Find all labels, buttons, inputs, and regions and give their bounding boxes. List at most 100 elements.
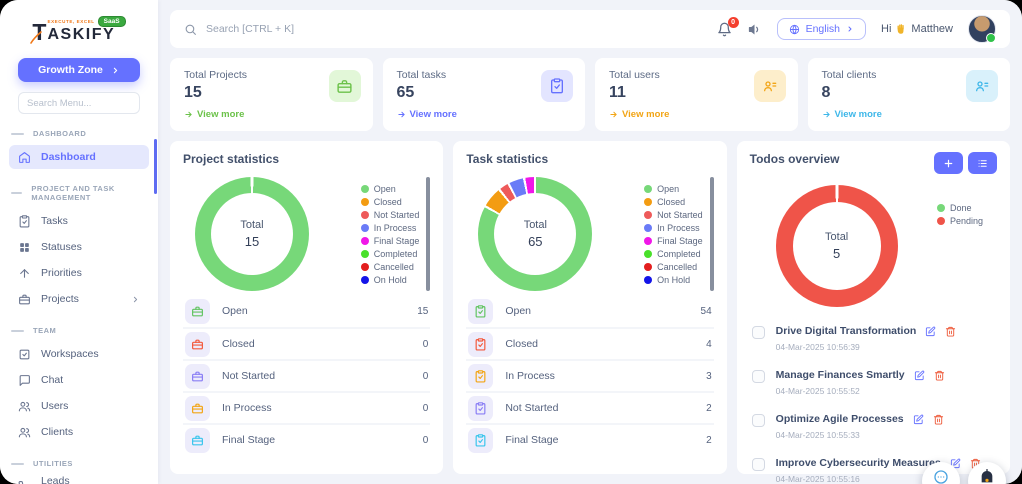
user-name: Matthew [911,23,953,35]
sidebar-item-users[interactable]: Users [9,394,149,418]
legend-item[interactable]: Final Stage [360,236,419,246]
edit-icon[interactable] [913,414,924,425]
todo-checkbox[interactable] [751,458,765,471]
trash-icon[interactable] [934,370,945,381]
legend-item[interactable]: Closed [360,196,420,207]
notifications-button[interactable]: 0 [717,16,739,37]
legend-scrollbar[interactable] [709,177,714,291]
edit-icon[interactable] [914,370,925,381]
todo-checkbox[interactable] [751,370,765,383]
project-donut-chart[interactable]: Total 15 [195,177,309,291]
sidebar-item-label: Chat [41,374,64,387]
view-more-link[interactable]: View more [184,109,359,120]
support-chat-button[interactable] [922,462,960,484]
sidebar-item-projects[interactable]: Projects [9,287,149,311]
avatar[interactable] [968,15,996,43]
briefcase-icon [185,298,210,324]
global-search-input[interactable] [206,23,717,35]
view-more-link[interactable]: View more [397,109,572,120]
sidebar-scrollbar[interactable] [154,139,157,194]
legend-dot [360,236,369,245]
chat-icon [19,374,30,386]
status-value: 0 [422,370,429,382]
status-value: 0 [422,338,429,350]
task-donut-chart[interactable]: Total 65 [478,177,593,291]
status-row: Final Stage 0 [183,423,431,455]
edit-icon[interactable] [925,326,936,337]
legend-item[interactable]: Open [360,184,420,194]
legend-item[interactable]: Pending [936,216,983,226]
legend-item[interactable]: Completed [644,249,703,259]
legend-item[interactable]: On Hold [360,275,420,285]
legend-item[interactable]: In Process [644,223,703,233]
legend-item[interactable]: In Process [360,223,420,233]
chevron-right-icon [848,26,852,32]
grid-icon [20,243,29,252]
stat-value: 11 [609,84,626,101]
legend-item[interactable]: Not Started [644,210,703,220]
sidebar-item-workspaces[interactable]: Workspaces [9,342,149,366]
legend-label: Done [949,203,972,213]
todo-list-button[interactable] [967,152,997,174]
status-label: Open [222,305,248,317]
card-title: Todos overview [749,152,840,166]
stat-label: Total clients [821,69,877,81]
legend-item[interactable]: Cancelled [644,262,703,272]
trash-icon[interactable] [933,414,944,425]
status-label: Closed [222,338,255,350]
todo-checkbox[interactable] [751,414,765,427]
legend-item[interactable]: Not Started [360,210,419,220]
legend-item[interactable]: Done [936,203,983,213]
sidebar-item-tasks[interactable]: Tasks [9,209,149,233]
legend-scrollbar[interactable] [426,177,431,291]
nav-section-label: TEAM [33,326,57,336]
legend-item[interactable]: On Hold [644,275,703,285]
task-legend: Open Closed Not Started In Process Final… [644,184,703,285]
announcements-button[interactable] [747,22,762,37]
brand-logo-right: EXECUTE, EXCEL SaaS ASKIFY [47,16,126,43]
todo-list: Drive Digital Transformation 04-Mar-2025… [750,317,997,484]
brand-letter: T [30,21,46,45]
sidebar-item-statuses[interactable]: Statuses [9,235,149,259]
stat-card-total-users: Total users 11 View more [595,58,798,131]
view-more-link[interactable]: View more [822,109,997,120]
legend-item[interactable]: Completed [360,249,420,259]
donut-center-value: 15 [244,233,260,249]
sidebar-item-label: Dashboard [41,151,96,164]
legend-item[interactable]: Open [644,184,703,194]
sidebar-search-input[interactable] [18,92,140,115]
sidebar-item-chat[interactable]: Chat [9,368,149,392]
todos-donut-chart[interactable]: Total 5 [775,185,898,307]
legend-item[interactable]: Final Stage [644,236,703,246]
view-more-label: View more [409,109,457,120]
sidebar-item-dashboard[interactable]: Dashboard [9,145,149,170]
sidebar-item-clients[interactable]: Clients [9,420,149,444]
legend-dot [360,184,369,193]
sidebar-item-priorities[interactable]: Priorities [9,261,149,285]
legend-item[interactable]: Cancelled [360,262,420,272]
legend-dot [644,223,653,232]
legend-item[interactable]: Closed [644,197,703,207]
legend-dot [360,210,369,219]
assistant-button[interactable] [968,462,1006,484]
clipboard-icon [468,331,494,357]
status-label: Closed [505,338,539,350]
legend-dot [644,197,653,206]
sidebar-item-label: Workspaces [41,348,99,361]
todos-overview-card: Todos overview Total 5 Done [736,141,1010,484]
language-selector[interactable]: English [776,18,867,40]
todo-title: Improve Cybersecurity Measures [775,457,941,469]
donut-center-label: Total [240,218,264,231]
trash-icon[interactable] [945,326,956,337]
growth-zone-button[interactable]: Growth Zone [18,58,140,83]
topbar: 0 English Hi Matthew [170,10,1010,48]
legend-dot [644,262,653,271]
todo-checkbox[interactable] [751,326,765,339]
add-todo-button[interactable] [933,152,963,174]
legend-label: Closed [373,196,402,207]
status-row: In Process 3 [466,359,714,391]
sidebar-item-leads-management[interactable]: Leads Management [9,475,149,484]
brand-logo[interactable]: T EXECUTE, EXCEL SaaS ASKIFY [0,0,158,50]
clipboard-icon [468,427,494,453]
view-more-link[interactable]: View more [609,109,784,120]
